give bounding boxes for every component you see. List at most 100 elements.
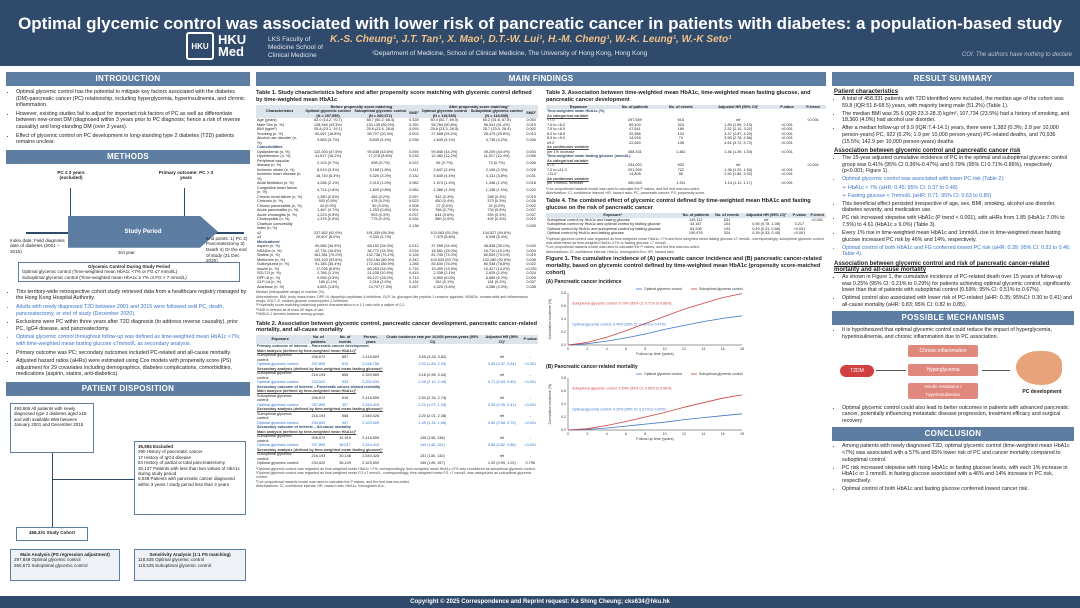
table1-body: Age (years) 62.0 (14.2, 70.7) 58.7 (50.2, … [256, 118, 538, 289]
table-row: Male Sex (n, %) 128,946 (43.3%) 130,135 (5… [256, 123, 538, 128]
table-section-label: Secondary analysis (defined by time-weig… [257, 407, 383, 412]
x-tick-label: 8 [644, 432, 646, 436]
table-cell: 503 (0.5%) [318, 199, 338, 204]
table-cell: 149,112 [689, 217, 703, 222]
table-cell: 0.008 [409, 203, 419, 208]
table-cell: 0.132 [409, 174, 419, 179]
table-cell: 190,976 [688, 231, 703, 235]
table-cell: 0.45 (0.37, 0.54) [487, 362, 516, 367]
table-cell: 104 [723, 222, 731, 226]
table-cell [353, 222, 408, 231]
table-cell: 24 (0.0%) [488, 203, 505, 208]
table-row: Secondary outcome of interest – Pancreat… [256, 385, 538, 390]
table-cell: 4,649 (4.1%) [433, 138, 456, 143]
table3-col-header: Adjusted HR (95% CI)¹ [702, 104, 774, 110]
table-row: Alcohol use disorder (n, %) 9,583 (3.7%) 8… [256, 136, 538, 145]
table-cell: 615 [677, 118, 684, 123]
table-cell: Comorbidities [257, 145, 283, 150]
table-cell: 14,808 [629, 172, 641, 177]
pc-excluded-label: PC ≤ 3 years (excluded) [57, 169, 85, 181]
table-cell: 0.012 [409, 244, 419, 249]
institution-name: LKS Faculty of Medicine School of Clinic… [268, 36, 323, 59]
x-tick-label: 16 [721, 432, 725, 436]
table-cell: 29,386 [629, 131, 641, 136]
table-cell: 0.002 [526, 127, 536, 132]
figure1b-title: (B) Pancreatic cancer-related mortality [546, 363, 638, 370]
table-cell: <0.001 [781, 149, 793, 154]
table-cell: <0.001 [781, 140, 793, 145]
main-suboptimal: 260,672 Suboptimal glycemic control [14, 562, 88, 568]
introduction-heading: INTRODUCTION [6, 72, 250, 86]
mech-arrow-icon [876, 369, 906, 371]
table-row: Suboptimal glycemic control 216,193 30,148… [256, 452, 538, 461]
table-cell: Peripheral vascular disease (n, %) [257, 158, 290, 168]
table-section-label: Main analysis (defined by time-weighted … [257, 389, 357, 394]
excluded-item: 5,039 Patients with pancreatic cancer di… [138, 476, 235, 487]
excluded-item: 84 History of partial or total pancreate… [138, 460, 226, 466]
table-cell: 172,441 (86.9%) [366, 262, 395, 267]
table-cell: 0.796 [525, 461, 535, 466]
table-cell: 450 (0.4%) [435, 199, 454, 204]
methods-bullet: Exclusions were PC within three years af… [16, 319, 248, 332]
table-cell: 297,859 [311, 362, 326, 367]
results-bullet: As shown in Figure 1, the cumulative inc… [842, 274, 1072, 294]
table-row: NSAIDs (n, %) 42,734 (16.6%) 38,772 (15.3%… [256, 249, 538, 254]
table-row: As categorical variable [546, 159, 826, 164]
table-cell: 60.2 (51.6, 67.8) [482, 118, 511, 123]
table-row: Aspirin (n, %) 90,085 (34.9%) 68,152 (34.0… [256, 244, 538, 249]
table-cell: 42,734 (16.6%) [315, 248, 341, 253]
table2-col-header: No. of events [332, 335, 358, 345]
table-cell: 0.342 [409, 257, 419, 262]
table-section-label: Secondary outcome of interest – All-caus… [257, 425, 351, 430]
table-cell: 0.126 [409, 253, 419, 258]
table-cell: 0.023 [409, 199, 419, 204]
table-section-label: Secondary analysis (defined by time-weig… [257, 366, 383, 371]
table-row: Hypertension (n, %) 41,817 (16.2%) 17,278 … [256, 154, 538, 159]
results-bullet: PC risk increased stepwise with HbA1c (P… [842, 215, 1072, 228]
table-cell: 1,223 (0.5%) [317, 212, 339, 217]
table-cell: 234,520 [311, 420, 326, 425]
table-cell: 2,320,933 [362, 380, 380, 385]
poster-header: Optimal glycemic control was associated … [0, 0, 1080, 66]
table-cell [469, 222, 524, 231]
table-cell: 2,647 (2.4%) [433, 167, 456, 172]
table-cell: 234,520 [311, 461, 326, 466]
table-cell: 102,280 (92.6%) [482, 257, 511, 262]
x-tick-label: 8 [644, 347, 646, 351]
table-cell: 257,859 [311, 443, 326, 448]
table-cell: 0.039 [526, 223, 536, 228]
table-cell [420, 222, 469, 231]
table-cell [800, 181, 826, 186]
table-cell: Charlson comorbidity index (n, %) [257, 221, 293, 231]
table-cell: <0.001 [781, 181, 793, 186]
x-tick-label: 4 [606, 347, 608, 351]
table-cell: 4,025 (3.6%) [433, 284, 456, 289]
table-cell: 465 (0.2%) [371, 194, 390, 199]
table-cell: 342 (0.3%) [435, 194, 454, 199]
table-cell: 91,185 (35.4%) [315, 262, 341, 267]
x-tick-label: 14 [701, 347, 705, 351]
table-cell: Optimal glycemic control [257, 420, 299, 425]
table-cell: 1,382 [676, 149, 686, 154]
table-cell [808, 231, 826, 236]
table-cell: 2.54 (2.34, 2.74) [418, 395, 447, 400]
table-cell: 492 (0.4%) [487, 217, 506, 222]
table-note: ¹Propensity score matching balancing pat… [256, 303, 406, 308]
main-analysis-box: Main Analysis (PS regression adjustment)… [10, 548, 120, 581]
table-cell: Optimal control by HbA1c and fasting glu… [547, 231, 624, 235]
table-cell: 1.46 (1.39, 1.53) [724, 149, 753, 154]
series-line [567, 314, 743, 345]
table-cell: 131 (130, 132) [420, 454, 445, 459]
table-cell: 0.013 [526, 131, 536, 136]
table-cell: <0.001 [781, 122, 793, 127]
table1-col-header: SMD² [408, 109, 420, 119]
table-cell: 0.022 [409, 160, 419, 165]
table-cell: 68,263 (34.0%) [367, 266, 394, 271]
table-cell: ref [499, 436, 505, 441]
table-cell: 0.004 [526, 149, 536, 154]
table-cell: 0.001 [409, 208, 419, 213]
table-cell: 8.0 to <8.5 [547, 131, 566, 136]
hku-med-wordmark: HKU Med [218, 32, 247, 59]
table-cell: 136 (135, 138) [420, 436, 445, 441]
table4-col-header: Adjusted HR (95% CI)² [741, 213, 791, 218]
